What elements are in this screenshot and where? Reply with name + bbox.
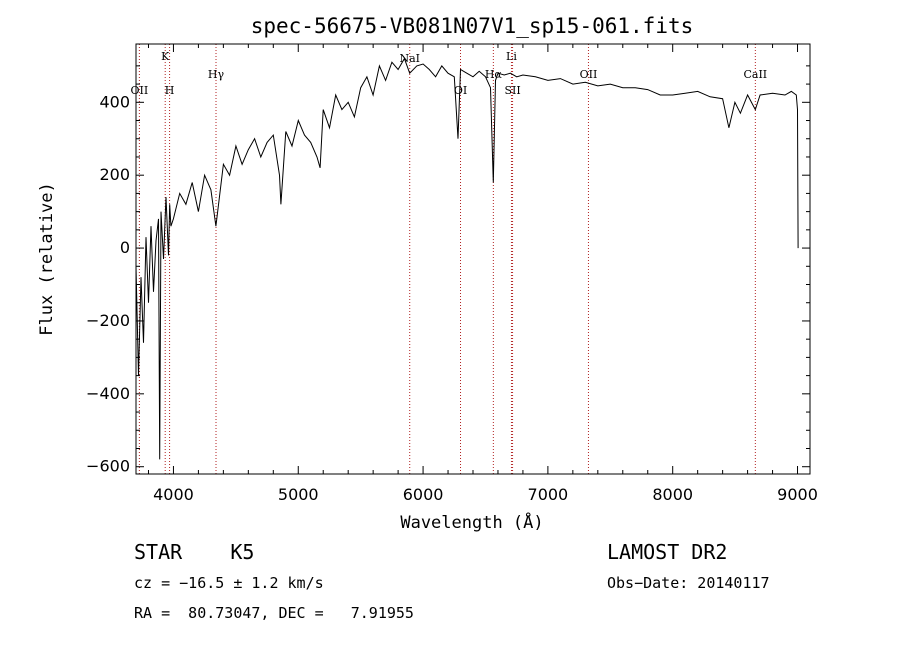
x-tick-label: 5000 [278,485,319,504]
y-tick-label: 0 [120,238,130,257]
y-tick-label: −200 [86,311,130,330]
spectral-line-label: OII [131,84,149,97]
x-axis-ticks: 4000 5000 6000 7000 8000 9000 [147,44,818,504]
x-tick-label: 9000 [777,485,818,504]
x-axis-label: Wavelength (Å) [400,511,543,533]
spectral-line-label: SII [504,84,520,97]
y-axis-ticks: −600 −400 −200 0 200 400 [86,65,810,476]
spectrum-series [135,57,799,460]
spectral-line-label: OI [454,84,467,97]
spectral-line-label: Li [506,50,517,63]
y-tick-label: −600 [86,457,130,476]
y-tick-label: 200 [99,165,130,184]
spectral-line-label: Hγ [208,68,225,81]
spectrum-line [135,57,799,460]
obs-date: Obs−Date: 20140117 [607,574,770,592]
ra-dec: RA = 80.73047, DEC = 7.91955 [134,604,414,622]
plot-frame [135,43,811,475]
spectral-line-label: H [165,84,175,97]
y-tick-label: −400 [86,384,130,403]
x-tick-label: 4000 [153,485,194,504]
object-class: STAR K5 [134,540,255,564]
x-tick-label: 7000 [528,485,569,504]
survey-name: LAMOST DR2 [607,540,728,564]
redshift-cz: cz = −16.5 ± 1.2 km/s [134,574,324,592]
y-axis-label: Flux (relative) [37,182,57,336]
spectral-line-label: Hα [485,68,503,81]
spectral-line-label: OII [580,68,598,81]
spectral-line-label: NaI [399,52,420,65]
x-tick-label: 8000 [652,485,693,504]
x-tick-label: 6000 [403,485,444,504]
spectral-line-label: K [161,50,170,63]
y-tick-label: 400 [99,92,130,111]
chart-title: spec-56675-VB081N07V1_sp15-061.fits [251,14,694,38]
spectral-line-label: CaII [743,68,767,81]
